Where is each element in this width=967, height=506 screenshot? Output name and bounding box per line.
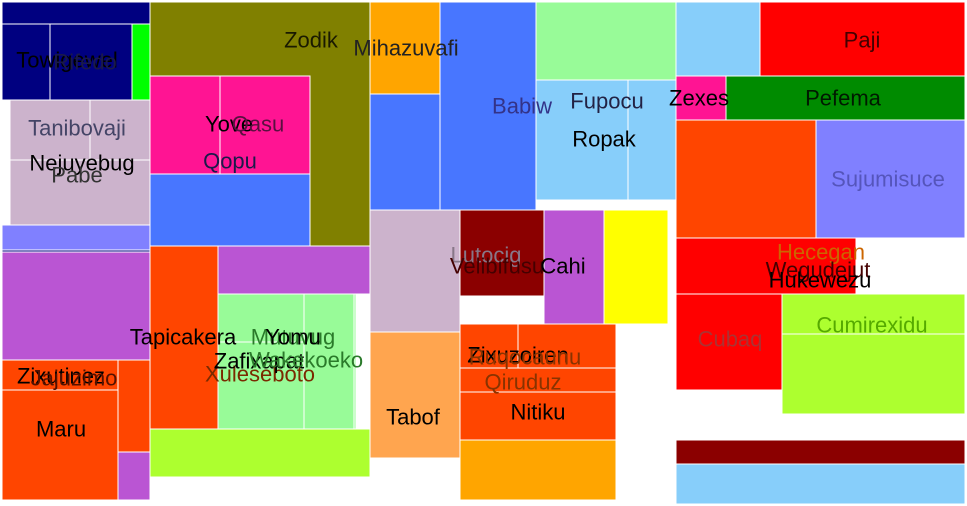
treemap-tile <box>543 209 605 325</box>
treemap-tile-label: Zexes <box>669 86 729 111</box>
treemap-tile <box>675 439 966 465</box>
treemap-tile <box>149 428 371 478</box>
treemap-tile-label: Zixuzoiren <box>467 343 568 368</box>
treemap-tile <box>131 23 151 101</box>
treemap-tile <box>675 75 727 121</box>
treemap-tile-label: Cubaq <box>698 327 763 352</box>
treemap-tile <box>459 439 617 501</box>
treemap-tile <box>439 1 537 211</box>
treemap-tile <box>459 391 617 441</box>
treemap-tile <box>535 79 629 201</box>
treemap-tile <box>627 79 677 201</box>
treemap-tile-label: Velibifusu <box>450 254 544 279</box>
treemap-tile <box>117 359 151 453</box>
treemap-tile <box>675 1 761 77</box>
treemap-tile <box>675 463 966 505</box>
treemap-tile-label: Maru <box>36 417 86 442</box>
treemap-tile <box>675 237 857 295</box>
treemap-tile-label: Lutocig <box>451 243 522 268</box>
treemap-tile <box>219 75 311 175</box>
treemap-tile-label: Tapicakera <box>130 325 237 350</box>
treemap-tile-label: Wegudejut <box>766 258 871 283</box>
treemap-tile <box>369 209 461 333</box>
treemap-tile-label: Zodik <box>284 28 339 53</box>
treemap-tile-label: Zixutinez <box>17 364 105 389</box>
treemap-tile-label: Paji <box>844 28 881 53</box>
treemap-tile-label: Yomu <box>265 325 320 350</box>
treemap-tile <box>369 93 441 211</box>
treemap-tile-label: Qopu <box>203 149 257 174</box>
treemap-tile <box>675 119 817 239</box>
treemap-tile <box>1 389 119 501</box>
treemap-tile-label: Hecegan <box>777 240 865 265</box>
treemap-tile-label: Towigewel <box>16 48 118 73</box>
treemap-tile <box>459 209 545 297</box>
treemap-tile-label: Sujumisuce <box>831 167 945 192</box>
treemap-tile <box>535 1 677 81</box>
treemap-tile <box>781 333 966 415</box>
treemap-tile-label: Xuleseboto <box>205 362 315 387</box>
treemap-tile <box>725 75 966 121</box>
treemap-tile-label: Nejuyebug <box>29 151 134 176</box>
treemap-tile-label: Pefema <box>805 86 882 111</box>
treemap-tile <box>1 1 151 25</box>
treemap-tile <box>149 245 219 430</box>
treemap-tile <box>303 293 355 430</box>
treemap-tile-label: Zafixapat <box>214 349 305 374</box>
treemap-tile-label: Nitiku <box>510 400 565 425</box>
treemap-tile-label: Babiw <box>492 94 552 119</box>
treemap-tile <box>369 1 441 95</box>
treemap-tile-label: Tanibovaji <box>28 116 126 141</box>
treemap-tile-label: Tabof <box>386 405 441 430</box>
treemap-tile <box>49 23 133 101</box>
treemap-tile <box>1 224 151 251</box>
treemap-tile-label: Rifedo <box>53 50 117 75</box>
treemap-tile-label: Fupocu <box>570 89 643 114</box>
treemap-tile <box>369 331 461 459</box>
treemap-tile <box>9 159 151 226</box>
treemap-tile-label: Ropak <box>572 127 637 152</box>
treemap-tile-label: Yove <box>205 112 253 137</box>
treemap-tile-label: Qasu <box>232 112 285 137</box>
treemap-tile-label: Cahi <box>540 254 585 279</box>
treemap-tile <box>1 23 51 101</box>
treemap-tile-label: Mihazuvafi <box>353 36 458 61</box>
treemap-tile-label: Wakekoeko <box>249 348 363 373</box>
treemap-tile-label: Jajuzimo <box>31 366 118 391</box>
treemap-tile-label: Qiruduz <box>484 370 561 395</box>
treemap-tile <box>217 245 371 295</box>
treemap-tile-label: Ruqocaunu <box>469 345 582 370</box>
treemap-tile-label: Mutuvug <box>251 325 335 350</box>
treemap-tile <box>603 209 669 325</box>
treemap-tile <box>759 1 966 77</box>
treemap-tile <box>815 119 966 239</box>
treemap-tile-label: Cumirexidu <box>816 313 927 338</box>
treemap-tile-label: Hukewezu <box>769 268 872 293</box>
treemap-tile <box>149 173 311 247</box>
treemap-tile <box>149 75 221 175</box>
treemap-tile-label: Pabe <box>51 163 102 188</box>
